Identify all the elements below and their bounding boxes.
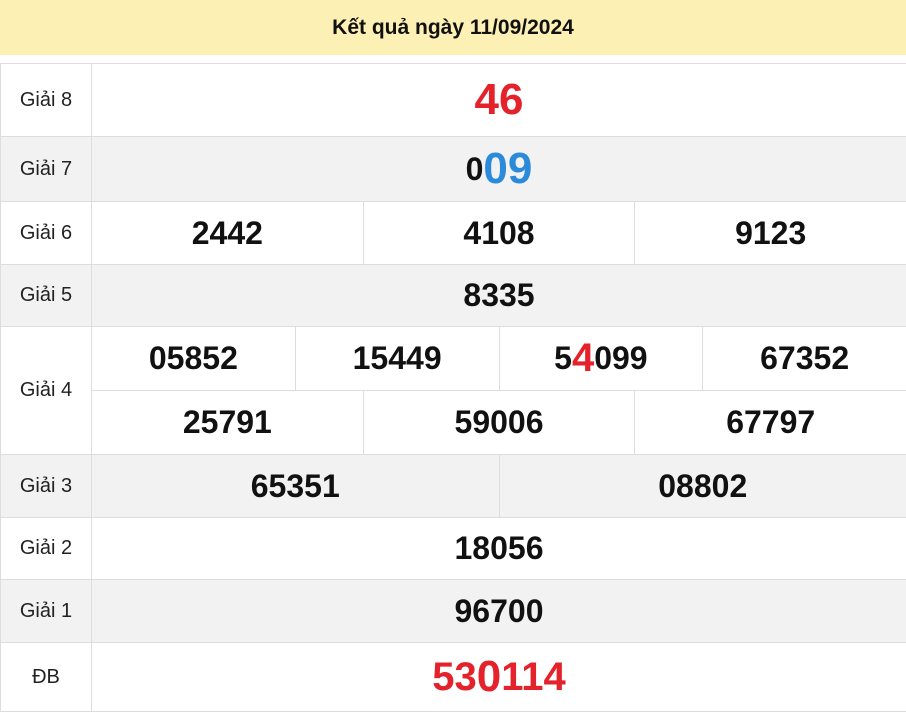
prize-number: 2442 (92, 202, 363, 264)
number-segment: 114 (501, 655, 566, 700)
prize-number: 08802 (499, 455, 906, 517)
prize-number: 4108 (363, 202, 635, 264)
prize-row: Giải 6 2442 4108 9123 (0, 202, 906, 265)
prize-number: 05852 (92, 327, 295, 390)
prize-row: Giải 1 96700 (0, 580, 906, 643)
prize-label: Giải 2 (0, 518, 92, 579)
prize-label: ĐB (0, 643, 92, 711)
number-segment: 0 (466, 151, 484, 188)
prize-label: Giải 3 (0, 455, 92, 517)
prize-number: 8335 (92, 265, 906, 326)
number-segment: 09 (483, 144, 532, 194)
number-segment: 8335 (463, 277, 534, 314)
number-segment: 67352 (760, 340, 849, 377)
prize-label: Giải 6 (0, 202, 92, 264)
number-segment: 46 (475, 75, 524, 125)
prize-row: Giải 5 8335 (0, 265, 906, 327)
prize-number: 67797 (634, 391, 906, 454)
number-segment: 59006 (455, 404, 544, 441)
results-header: Kết quả ngày 11/09/2024 (0, 0, 906, 55)
number-segment: 5 (554, 340, 572, 377)
prize-label: Giải 5 (0, 265, 92, 326)
number-segment: 25791 (183, 404, 272, 441)
prize-number: 96700 (92, 580, 906, 642)
prize-number: 46 (92, 64, 906, 136)
prize-number: 59006 (363, 391, 635, 454)
number-segment: 18056 (455, 530, 544, 567)
number-segment: 2442 (192, 215, 263, 252)
prize-number: 67352 (702, 327, 906, 390)
results-title: Kết quả ngày 11/09/2024 (332, 16, 574, 40)
number-segment: 67797 (726, 404, 815, 441)
prize-number: 9123 (634, 202, 906, 264)
number-segment: 08802 (658, 468, 747, 505)
prize-number: 25791 (92, 391, 363, 454)
number-segment: 96700 (455, 593, 544, 630)
prize-label: Giải 1 (0, 580, 92, 642)
prize-number: 18056 (92, 518, 906, 579)
number-segment: 4 (572, 336, 594, 381)
number-segment: 53 (432, 655, 477, 700)
prize-label: Giải 4 (0, 327, 92, 454)
number-segment: 9123 (735, 215, 806, 252)
number-segment: 05852 (149, 340, 238, 377)
prize-row: Giải 2 18056 (0, 518, 906, 580)
prize-number: 65351 (92, 455, 499, 517)
number-segment: 0 (477, 652, 501, 702)
number-segment: 099 (594, 340, 647, 377)
number-segment: 15449 (353, 340, 442, 377)
prize-row: Giải 3 65351 08802 (0, 455, 906, 518)
number-segment: 4108 (463, 215, 534, 252)
number-segment: 65351 (251, 468, 340, 505)
prize-label: Giải 7 (0, 137, 92, 201)
prize-label: Giải 8 (0, 64, 92, 136)
prize-number: 15449 (295, 327, 499, 390)
prize-row: Giải 8 46 (0, 64, 906, 137)
